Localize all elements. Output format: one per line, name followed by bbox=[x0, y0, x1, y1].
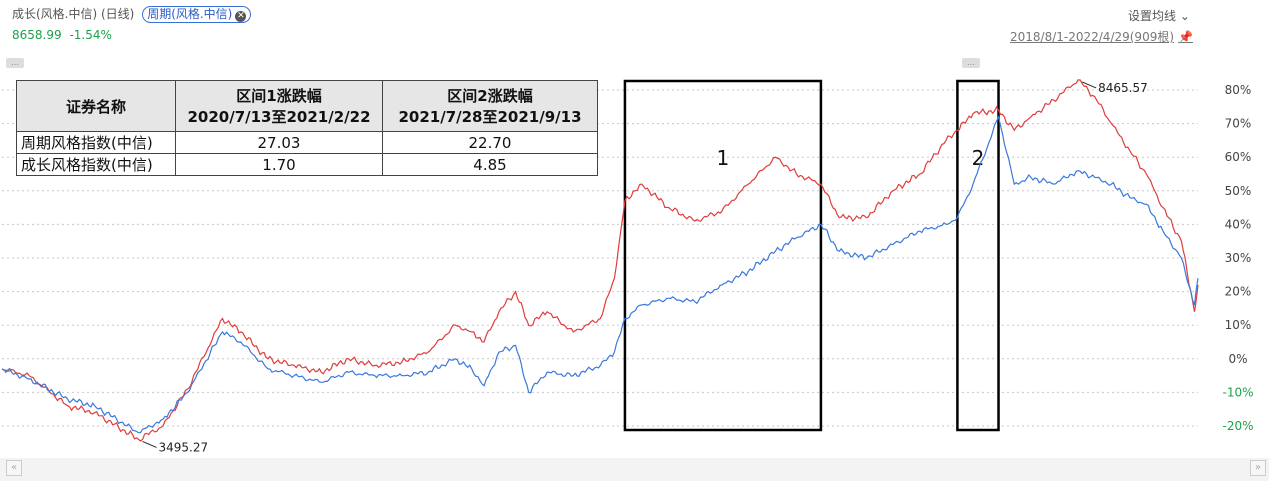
last-value: 8658.99 bbox=[12, 28, 62, 42]
interval2-title: 区间2涨跌幅 bbox=[447, 87, 533, 105]
row-interval1-value: 1.70 bbox=[175, 153, 383, 176]
row-interval2-value: 22.70 bbox=[382, 131, 598, 154]
annotation-label: 8465.57 bbox=[1098, 81, 1148, 95]
y-tick-label: -20% bbox=[1222, 419, 1253, 433]
annotation-arrow bbox=[142, 440, 157, 448]
col-header-interval1: 区间1涨跌幅 2020/7/13至2021/2/22 bbox=[175, 80, 383, 132]
ma-setting-label: 设置均线 bbox=[1128, 9, 1177, 23]
interval-box bbox=[623, 79, 823, 432]
y-tick-label: 70% bbox=[1225, 117, 1252, 131]
col-header-name: 证券名称 bbox=[16, 80, 176, 132]
pin-icon[interactable]: 📌 bbox=[1178, 30, 1193, 44]
y-tick-label: 50% bbox=[1225, 184, 1252, 198]
y-tick-label: 40% bbox=[1225, 217, 1252, 231]
col-header-interval2: 区间2涨跌幅 2021/7/28至2021/9/13 bbox=[382, 80, 598, 132]
row-interval1-value: 27.03 bbox=[175, 131, 383, 154]
main-series-title: 成长(风格.中信) (日线) bbox=[12, 7, 135, 21]
last-quote: 8658.99 -1.54% bbox=[12, 28, 112, 42]
series-line bbox=[1, 79, 1199, 442]
y-tick-label: 30% bbox=[1225, 251, 1252, 265]
scroll-right-button[interactable]: » bbox=[1250, 460, 1266, 476]
row-name: 周期风格指数(中信) bbox=[16, 131, 176, 154]
chart-header: 成长(风格.中信) (日线) 周期(风格.中信) ✕ bbox=[12, 5, 252, 23]
table-row: 周期风格指数(中信) 27.03 22.70 bbox=[16, 131, 598, 154]
row-interval2-value: 4.85 bbox=[382, 153, 598, 176]
interval2-dates: 2021/7/28至2021/9/13 bbox=[398, 108, 582, 126]
y-tick-label: 20% bbox=[1225, 285, 1252, 299]
table-row: 成长风格指数(中信) 1.70 4.85 bbox=[16, 153, 598, 176]
compare-series-tag[interactable]: 周期(风格.中信) ✕ bbox=[142, 6, 252, 23]
scroll-handle-right[interactable]: … bbox=[962, 58, 980, 68]
date-range-label: 2018/8/1-2022/4/29(909根) bbox=[1010, 30, 1175, 44]
y-tick-label: 80% bbox=[1225, 83, 1252, 97]
y-tick-label: 10% bbox=[1225, 318, 1252, 332]
interval-box bbox=[956, 79, 1000, 432]
compare-series-label: 周期(风格.中信) bbox=[147, 7, 233, 21]
y-axis-ticks: 80% 70% 60% 50% 40% 30% 20% 10% 0% -10% -20% bbox=[1222, 83, 1253, 433]
last-change: -1.54% bbox=[69, 28, 112, 42]
series-lines bbox=[1, 79, 1199, 442]
y-tick-label: 60% bbox=[1225, 150, 1252, 164]
interval1-title: 区间1涨跌幅 bbox=[236, 87, 322, 105]
y-tick-label: -10% bbox=[1222, 385, 1253, 399]
annotations: 8465.57 3495.27 bbox=[142, 81, 1148, 454]
date-range[interactable]: 2018/8/1-2022/4/29(909根) 📌 bbox=[1010, 28, 1193, 45]
close-icon[interactable]: ✕ bbox=[235, 11, 247, 22]
scroll-left-button[interactable]: « bbox=[6, 460, 22, 476]
x-axis-bar bbox=[0, 458, 1269, 481]
ma-setting-button[interactable]: 设置均线 ⌄ bbox=[1128, 7, 1190, 24]
annotation-arrow bbox=[1081, 81, 1097, 89]
interval-box-label: 1 bbox=[717, 146, 730, 170]
interval-return-table: 证券名称 区间1涨跌幅 2020/7/13至2021/2/22 区间2涨跌幅 202… bbox=[16, 80, 598, 176]
interval1-dates: 2020/7/13至2021/2/22 bbox=[187, 108, 371, 126]
row-name: 成长风格指数(中信) bbox=[16, 153, 176, 176]
interval-box-label: 2 bbox=[972, 146, 985, 170]
chevron-down-icon: ⌄ bbox=[1176, 9, 1190, 23]
scroll-handle-left[interactable]: … bbox=[6, 58, 24, 68]
y-tick-label: 0% bbox=[1228, 352, 1247, 366]
annotation-label: 3495.27 bbox=[158, 440, 208, 454]
series-line bbox=[1, 115, 1199, 434]
